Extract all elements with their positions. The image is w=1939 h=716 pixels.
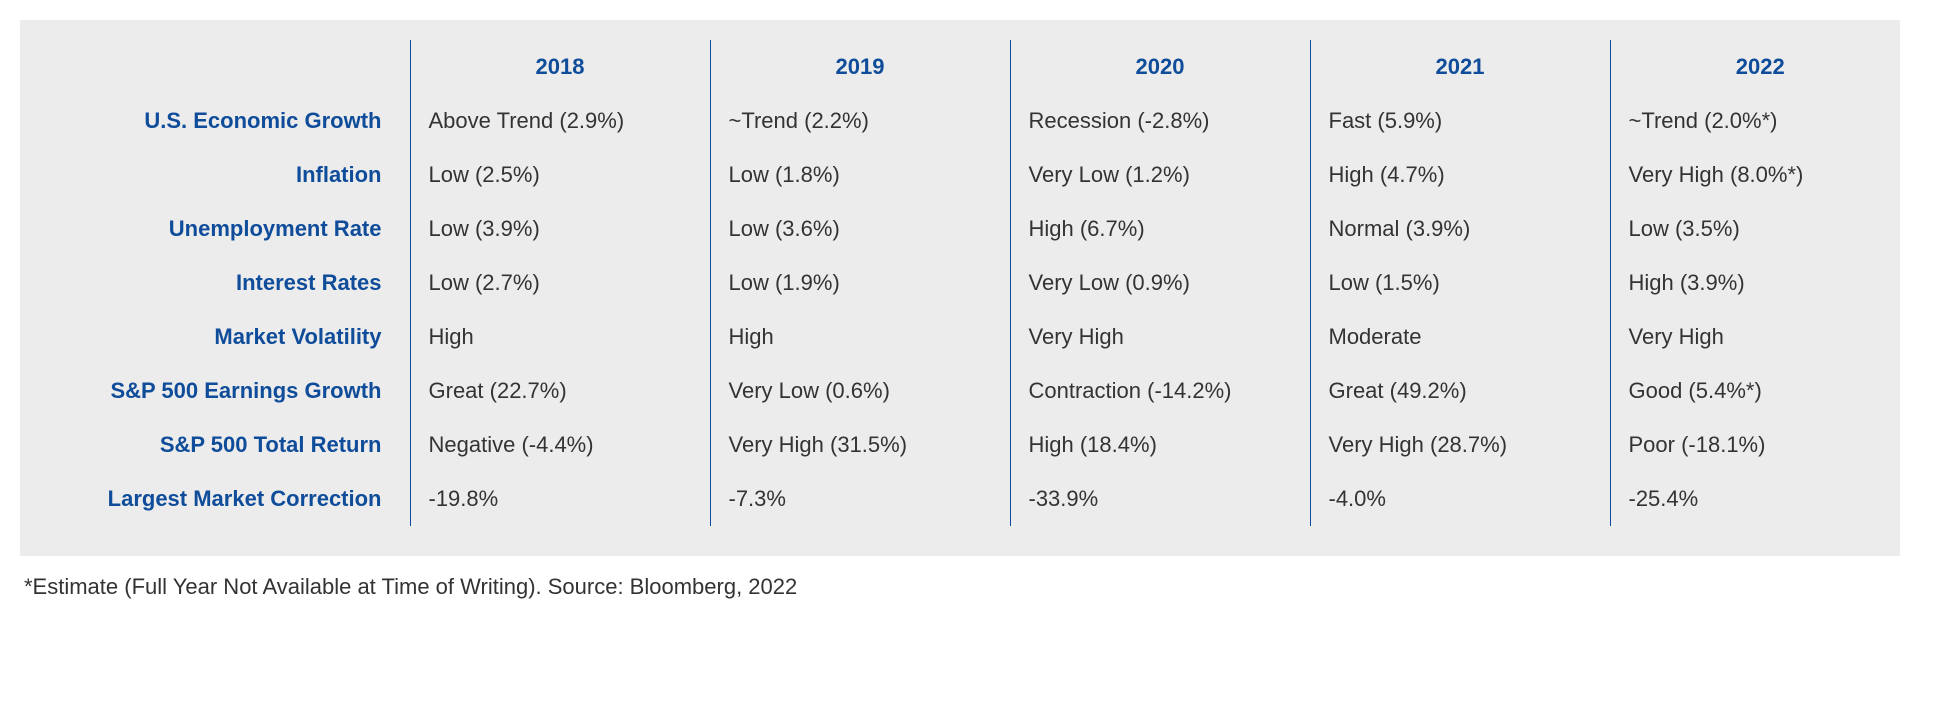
table-cell: Very High (8.0%*) [1610, 148, 1910, 202]
table-cell: Great (22.7%) [410, 364, 710, 418]
table-cell: ~Trend (2.2%) [710, 94, 1010, 148]
table-row: U.S. Economic Growth Above Trend (2.9%) … [50, 94, 1910, 148]
table-row: Inflation Low (2.5%) Low (1.8%) Very Low… [50, 148, 1910, 202]
row-label: Market Volatility [50, 310, 410, 364]
table-cell: Great (49.2%) [1310, 364, 1610, 418]
row-label: U.S. Economic Growth [50, 94, 410, 148]
row-label: Largest Market Correction [50, 472, 410, 526]
table-row: Largest Market Correction -19.8% -7.3% -… [50, 472, 1910, 526]
table-row: Market Volatility High High Very High Mo… [50, 310, 1910, 364]
col-header-2019: 2019 [710, 40, 1010, 94]
table-cell: High [710, 310, 1010, 364]
table-cell: -4.0% [1310, 472, 1610, 526]
table-cell: Low (1.9%) [710, 256, 1010, 310]
table-cell: -33.9% [1010, 472, 1310, 526]
table-cell: Very Low (0.6%) [710, 364, 1010, 418]
table-cell: Low (3.9%) [410, 202, 710, 256]
table-cell: Fast (5.9%) [1310, 94, 1610, 148]
col-header-2018: 2018 [410, 40, 710, 94]
table-cell: High (4.7%) [1310, 148, 1610, 202]
table-cell: Low (2.7%) [410, 256, 710, 310]
row-label: Unemployment Rate [50, 202, 410, 256]
economic-table-container: 2018 2019 2020 2021 2022 U.S. Economic G… [20, 20, 1900, 556]
table-cell: -25.4% [1610, 472, 1910, 526]
table-cell: High (3.9%) [1610, 256, 1910, 310]
table-header-blank [50, 40, 410, 94]
table-row: Unemployment Rate Low (3.9%) Low (3.6%) … [50, 202, 1910, 256]
table-cell: High (6.7%) [1010, 202, 1310, 256]
table-cell: -19.8% [410, 472, 710, 526]
table-cell: Very High (28.7%) [1310, 418, 1610, 472]
table-row: S&P 500 Total Return Negative (-4.4%) Ve… [50, 418, 1910, 472]
table-cell: Above Trend (2.9%) [410, 94, 710, 148]
row-label: Inflation [50, 148, 410, 202]
table-cell: Normal (3.9%) [1310, 202, 1610, 256]
table-cell: Poor (-18.1%) [1610, 418, 1910, 472]
row-label: S&P 500 Total Return [50, 418, 410, 472]
footnote-text: *Estimate (Full Year Not Available at Ti… [20, 574, 1919, 600]
table-cell: Low (1.5%) [1310, 256, 1610, 310]
table-cell: Moderate [1310, 310, 1610, 364]
table-cell: -7.3% [710, 472, 1010, 526]
table-cell: Low (3.6%) [710, 202, 1010, 256]
table-cell: Very High (31.5%) [710, 418, 1010, 472]
table-cell: High (18.4%) [1010, 418, 1310, 472]
table-header-row: 2018 2019 2020 2021 2022 [50, 40, 1910, 94]
table-cell: Very High [1010, 310, 1310, 364]
col-header-2020: 2020 [1010, 40, 1310, 94]
table-cell: High [410, 310, 710, 364]
table-cell: Negative (-4.4%) [410, 418, 710, 472]
row-label: S&P 500 Earnings Growth [50, 364, 410, 418]
table-cell: Good (5.4%*) [1610, 364, 1910, 418]
col-header-2022: 2022 [1610, 40, 1910, 94]
table-cell: Low (3.5%) [1610, 202, 1910, 256]
table-cell: Contraction (-14.2%) [1010, 364, 1310, 418]
table-body: U.S. Economic Growth Above Trend (2.9%) … [50, 94, 1910, 526]
table-cell: Very Low (0.9%) [1010, 256, 1310, 310]
table-cell: Very High [1610, 310, 1910, 364]
table-cell: Very Low (1.2%) [1010, 148, 1310, 202]
table-row: Interest Rates Low (2.7%) Low (1.9%) Ver… [50, 256, 1910, 310]
table-cell: Low (2.5%) [410, 148, 710, 202]
table-cell: ~Trend (2.0%*) [1610, 94, 1910, 148]
col-header-2021: 2021 [1310, 40, 1610, 94]
economic-table: 2018 2019 2020 2021 2022 U.S. Economic G… [50, 40, 1910, 526]
table-cell: Low (1.8%) [710, 148, 1010, 202]
table-cell: Recession (-2.8%) [1010, 94, 1310, 148]
table-row: S&P 500 Earnings Growth Great (22.7%) Ve… [50, 364, 1910, 418]
row-label: Interest Rates [50, 256, 410, 310]
